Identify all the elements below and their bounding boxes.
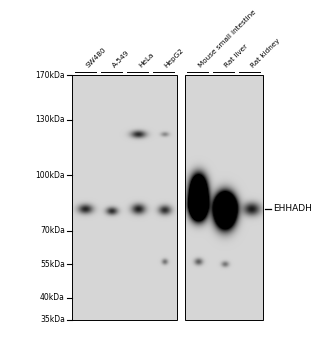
Text: Rat kidney: Rat kidney: [250, 37, 281, 69]
Text: HeLa: HeLa: [137, 52, 155, 69]
Text: 130kDa: 130kDa: [35, 115, 65, 124]
Text: 170kDa: 170kDa: [35, 70, 65, 79]
Text: HepG2: HepG2: [164, 47, 185, 69]
Bar: [185, 75, 263, 320]
Text: 100kDa: 100kDa: [35, 171, 65, 180]
Bar: [72, 75, 177, 320]
Text: SW480: SW480: [85, 47, 108, 69]
Text: 40kDa: 40kDa: [40, 293, 65, 302]
Text: 70kDa: 70kDa: [40, 226, 65, 235]
Text: A-549: A-549: [111, 50, 130, 69]
Text: Rat liver: Rat liver: [224, 43, 249, 69]
Text: EHHADH: EHHADH: [273, 204, 312, 213]
Text: Mouse small intestine: Mouse small intestine: [198, 9, 257, 69]
Text: 55kDa: 55kDa: [40, 260, 65, 269]
Text: 35kDa: 35kDa: [40, 315, 65, 324]
